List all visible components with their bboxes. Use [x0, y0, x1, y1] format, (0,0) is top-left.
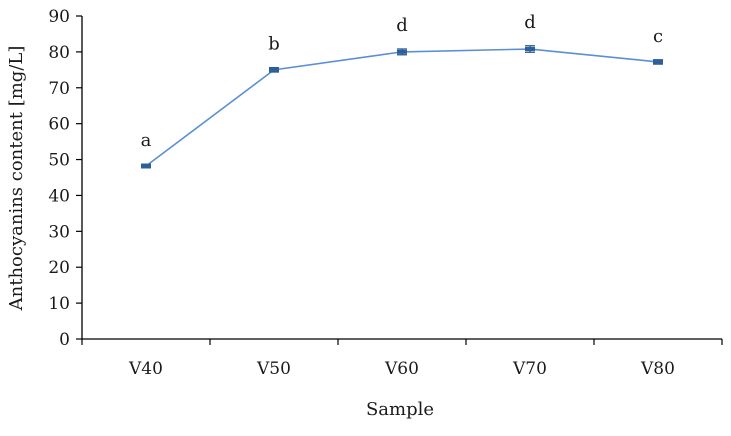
x-tick-label: V60: [384, 359, 419, 379]
x-tick-label: V40: [128, 359, 163, 379]
data-point-marker: [269, 67, 279, 72]
significance-letter: a: [141, 130, 152, 151]
y-tick-label: 0: [59, 330, 70, 350]
data-point-marker: [397, 49, 407, 54]
x-tick-label: V80: [640, 359, 675, 379]
significance-labels: a b d d c: [141, 12, 663, 151]
x-axis-ticks: V40 V50 V60 V70 V80: [81, 339, 723, 379]
y-tick-label: 60: [48, 115, 70, 135]
y-tick-label: 80: [48, 43, 70, 63]
y-tick-label: 70: [48, 79, 70, 99]
series-line: [145, 48, 659, 167]
y-tick-label: 40: [48, 186, 70, 206]
data-point-marker: [525, 47, 535, 52]
x-tick-label: V50: [256, 359, 291, 379]
significance-letter: d: [396, 15, 408, 36]
axes: [81, 16, 722, 340]
x-axis-title: Sample: [366, 399, 434, 420]
significance-letter: c: [653, 26, 663, 47]
data-point-marker: [653, 59, 663, 64]
x-tick-label: V70: [512, 359, 547, 379]
y-tick-label: 20: [48, 258, 70, 278]
y-axis-ticks: 0 10 20 30 40 50 60 70 80 90: [48, 7, 82, 350]
y-tick-label: 10: [48, 294, 70, 314]
y-tick-label: 90: [48, 7, 70, 27]
y-tick-label: 50: [48, 151, 70, 171]
y-tick-label: 30: [48, 222, 70, 242]
data-point-marker: [141, 164, 151, 169]
y-axis-title: Anthocyanins content [mg/L]: [6, 46, 27, 312]
significance-letter: b: [268, 34, 280, 55]
data-series: [141, 45, 663, 169]
significance-letter: d: [524, 12, 536, 33]
